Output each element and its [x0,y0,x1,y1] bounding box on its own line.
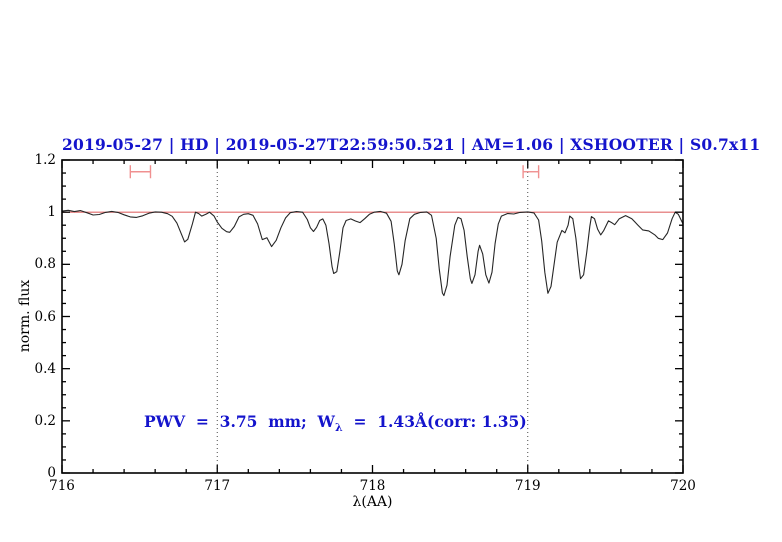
y-tick-label: 0 [47,465,56,481]
y-tick-label: 1.2 [34,152,56,168]
x-tick-label: 716 [49,478,75,494]
x-tick-label: 717 [204,478,231,494]
y-tick-label: 0.8 [34,256,56,273]
pwv-annotation: PWV = 3.75 mm; Wλ = 1.43Å(corr: 1.35) [144,412,527,434]
y-tick-label: 0.4 [34,360,56,377]
plot-title: 2019-05-27 | HD | 2019-05-27T22:59:50.52… [62,135,761,154]
x-tick-label: 719 [514,478,541,494]
pwv-annotation-prefix: PWV = 3.75 mm; W [144,412,335,431]
pwv-annotation-suffix: = 1.43Å(corr: 1.35) [342,412,527,431]
spectrum-curve [61,209,684,297]
x-axis-label: λ(AA) [352,494,393,510]
y-tick-label: 0.6 [34,308,56,325]
lambda-subscript-icon: λ [334,421,343,435]
x-tick-label: 718 [359,478,386,494]
y-tick-label: 0.2 [34,412,56,429]
y-tick-label: 1 [47,204,56,221]
x-tick-label: 720 [670,478,696,494]
